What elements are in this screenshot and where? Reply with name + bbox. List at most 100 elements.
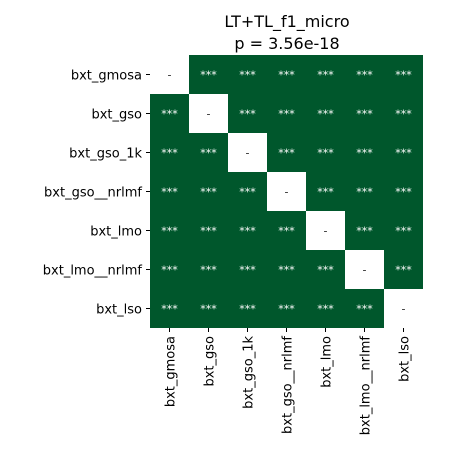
- heatmap-cell: [228, 172, 267, 211]
- heatmap-cell: [189, 55, 228, 94]
- cell-label: ***: [278, 303, 295, 316]
- cell-label: ***: [317, 264, 334, 277]
- cell-label: ***: [356, 186, 373, 199]
- heatmap-cell: [267, 133, 306, 172]
- cell-label: -: [363, 264, 367, 277]
- cell-label: ***: [278, 225, 295, 238]
- x-tick-label: bxt_gso__nrlmf: [281, 336, 296, 434]
- heatmap-cell: [306, 211, 345, 250]
- heatmap-cell: [267, 211, 306, 250]
- x-tick-label: bxt_lmo__nrlmf: [359, 336, 374, 436]
- y-tick-label: bxt_gso: [91, 108, 142, 123]
- chart-subtitle: p = 3.56e-18: [234, 34, 339, 53]
- heatmap-cell: [150, 250, 189, 289]
- cell-label: ***: [317, 303, 334, 316]
- y-tick-label: bxt_gso__nrlmf: [44, 186, 142, 201]
- cell-label: ***: [239, 225, 256, 238]
- cell-label: ***: [317, 108, 334, 121]
- heatmap-cell: [267, 289, 306, 328]
- heatmap-cell: [384, 211, 423, 250]
- x-tick-label: bxt_gmosa: [164, 336, 179, 407]
- cell-label: ***: [395, 225, 412, 238]
- heatmap-cell: [228, 133, 267, 172]
- heatmap-cell: [150, 133, 189, 172]
- x-axis-ticks: bxt_gmosa bxt_gso bxt_gso_1k bxt_gso__nrlmf…: [164, 328, 413, 435]
- heatmap-cell: [228, 94, 267, 133]
- heatmap-cell: [150, 94, 189, 133]
- cell-label: ***: [395, 186, 412, 199]
- x-tick-label: bxt_gso_1k: [242, 336, 257, 409]
- heatmap-cell: [306, 94, 345, 133]
- cell-label: ***: [317, 186, 334, 199]
- heatmap-cell: [150, 172, 189, 211]
- y-axis-ticks: bxt_gmosa bxt_gso bxt_gso_1k bxt_gso__nrlmf…: [43, 69, 150, 318]
- cell-label: ***: [161, 108, 178, 121]
- heatmap-cell: [267, 55, 306, 94]
- cell-label: ***: [356, 108, 373, 121]
- heatmap-cell: [228, 211, 267, 250]
- heatmap-cell: [345, 172, 384, 211]
- cell-label: ***: [356, 147, 373, 160]
- heatmap-cell: [267, 172, 306, 211]
- heatmap-cell: [189, 172, 228, 211]
- y-tick-label: bxt_gmosa: [71, 69, 142, 84]
- cell-label: -: [168, 69, 172, 82]
- heatmap-cell: [384, 55, 423, 94]
- cell-label: ***: [161, 264, 178, 277]
- cell-label: ***: [356, 225, 373, 238]
- heatmap-cell: [228, 289, 267, 328]
- heatmap-cell: [345, 55, 384, 94]
- y-tick-label: bxt_lmo: [90, 225, 142, 240]
- heatmap-cell: [345, 94, 384, 133]
- chart-title: LT+TL_f1_micro: [224, 12, 349, 32]
- x-tick-label: bxt_lso: [398, 336, 413, 382]
- cell-label: ***: [239, 264, 256, 277]
- heatmap-cell: [345, 289, 384, 328]
- heatmap-cell: [384, 289, 423, 328]
- heatmap-cell: [384, 94, 423, 133]
- heatmap-cell: [189, 250, 228, 289]
- cell-label: -: [324, 225, 328, 238]
- heatmap-cell: [150, 211, 189, 250]
- cell-label: ***: [395, 69, 412, 82]
- heatmap-cell: [306, 289, 345, 328]
- x-tick-label: bxt_lmo: [320, 336, 335, 388]
- cell-label: ***: [161, 186, 178, 199]
- cell-label: -: [285, 186, 289, 199]
- heatmap-cell: [150, 55, 189, 94]
- heatmap-cell: [306, 250, 345, 289]
- heatmap-cell: [306, 55, 345, 94]
- heatmap-cell: [150, 289, 189, 328]
- cell-label: -: [246, 147, 250, 160]
- cell-label: ***: [278, 108, 295, 121]
- cell-label: ***: [161, 147, 178, 160]
- heatmap-cell: [189, 289, 228, 328]
- cell-label: ***: [200, 264, 217, 277]
- cell-label: ***: [278, 264, 295, 277]
- y-tick-label: bxt_lmo__nrlmf: [43, 264, 143, 279]
- cell-label: ***: [278, 69, 295, 82]
- cell-label: ***: [161, 303, 178, 316]
- heatmap-cell: [267, 94, 306, 133]
- cell-label: ***: [161, 225, 178, 238]
- x-tick-label: bxt_gso: [203, 336, 218, 387]
- heatmap-cell: [306, 133, 345, 172]
- heatmap-cell: [228, 250, 267, 289]
- cell-label: ***: [239, 69, 256, 82]
- cell-label: ***: [200, 225, 217, 238]
- cell-label: -: [207, 108, 211, 121]
- heatmap-cell: [228, 55, 267, 94]
- cell-label: ***: [239, 186, 256, 199]
- cell-label: ***: [239, 303, 256, 316]
- cell-label: ***: [200, 147, 217, 160]
- heatmap-cell: [189, 94, 228, 133]
- cell-label: ***: [317, 147, 334, 160]
- cell-label: ***: [239, 108, 256, 121]
- cell-label: ***: [356, 303, 373, 316]
- heatmap-cells: - *** *** *** *** *** *** *** - *** *** *** *** *** **…: [150, 55, 423, 328]
- heatmap-cell: [345, 250, 384, 289]
- heatmap-cell: [384, 250, 423, 289]
- heatmap-cell: [306, 172, 345, 211]
- heatmap-cell: [345, 133, 384, 172]
